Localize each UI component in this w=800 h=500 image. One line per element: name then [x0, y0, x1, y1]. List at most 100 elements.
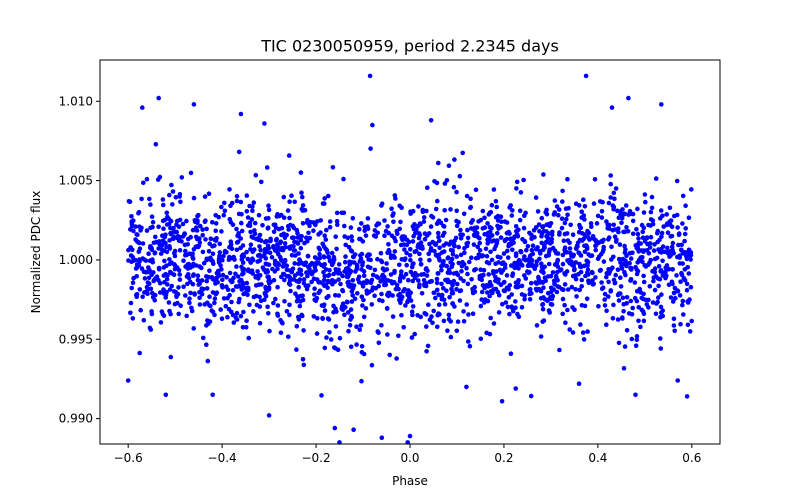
data-point — [495, 289, 501, 295]
data-point — [360, 239, 366, 244]
data-point — [441, 318, 447, 324]
data-point — [253, 172, 259, 178]
data-point — [215, 280, 220, 285]
data-point — [665, 230, 671, 235]
data-point — [315, 261, 320, 266]
data-point — [580, 330, 586, 335]
data-point — [342, 312, 347, 318]
data-point — [436, 234, 441, 240]
data-point — [295, 241, 301, 246]
data-point — [324, 335, 329, 340]
outlier-point — [684, 394, 690, 399]
data-point — [220, 277, 225, 283]
data-point — [305, 273, 310, 279]
data-point — [273, 262, 279, 268]
data-point — [495, 230, 500, 236]
data-point — [666, 282, 672, 288]
data-point — [510, 271, 516, 276]
data-point — [556, 212, 561, 218]
data-point — [161, 202, 166, 208]
data-point — [555, 257, 561, 263]
data-point — [485, 221, 490, 226]
data-point — [554, 274, 559, 280]
data-point — [279, 232, 284, 238]
data-point — [595, 213, 601, 219]
data-point — [213, 228, 218, 234]
data-point — [181, 258, 186, 264]
data-point — [239, 220, 244, 226]
data-point — [259, 282, 264, 287]
data-point — [476, 252, 482, 258]
data-point — [560, 188, 565, 194]
data-point — [318, 230, 323, 235]
data-point — [156, 224, 161, 230]
data-point — [266, 203, 271, 208]
data-point — [210, 220, 215, 225]
data-point — [376, 340, 382, 346]
data-point — [612, 227, 618, 232]
data-point — [298, 245, 304, 251]
data-point — [223, 303, 229, 309]
data-point — [134, 294, 139, 300]
data-point — [572, 266, 577, 272]
data-point — [311, 269, 316, 275]
data-point — [406, 277, 411, 283]
data-point — [445, 270, 451, 275]
data-point — [336, 262, 342, 267]
data-point — [616, 229, 621, 235]
data-point — [464, 302, 470, 307]
data-point — [237, 283, 242, 289]
data-point — [325, 285, 330, 291]
data-point — [305, 253, 311, 259]
data-point — [637, 289, 642, 294]
data-point — [617, 242, 623, 247]
data-point — [444, 288, 449, 294]
data-point — [236, 211, 242, 217]
data-point — [162, 279, 167, 285]
data-point — [439, 264, 444, 269]
data-point — [379, 323, 384, 328]
data-point — [661, 224, 666, 229]
data-point — [129, 223, 135, 229]
data-point — [237, 296, 242, 302]
data-point — [436, 292, 441, 298]
data-point — [488, 249, 493, 255]
data-point — [302, 207, 308, 213]
data-point — [622, 211, 628, 217]
data-point — [621, 229, 626, 235]
data-point — [650, 268, 655, 274]
data-point — [199, 265, 204, 271]
data-point — [275, 303, 281, 308]
data-point — [557, 284, 562, 290]
data-point — [161, 287, 166, 292]
data-point — [423, 312, 429, 317]
data-point — [326, 254, 331, 260]
data-point — [176, 234, 182, 240]
data-point — [370, 272, 376, 278]
data-point — [141, 317, 147, 323]
data-point — [219, 316, 225, 322]
data-point — [486, 261, 492, 266]
data-point — [175, 300, 180, 306]
data-point — [621, 308, 626, 314]
data-point — [570, 263, 576, 268]
data-point — [405, 299, 410, 305]
data-point — [504, 236, 510, 242]
data-point — [464, 193, 470, 199]
data-point — [546, 308, 552, 313]
data-point — [624, 328, 630, 333]
data-point — [205, 358, 211, 364]
data-point — [457, 173, 463, 179]
data-point — [620, 207, 625, 212]
data-point — [248, 242, 254, 247]
data-point — [592, 237, 597, 242]
data-point — [686, 215, 692, 220]
data-point — [445, 255, 451, 260]
data-point — [287, 302, 292, 308]
data-point — [613, 272, 618, 278]
data-point — [491, 187, 497, 192]
data-point — [239, 287, 245, 292]
data-point — [252, 220, 258, 226]
data-point — [540, 306, 546, 312]
